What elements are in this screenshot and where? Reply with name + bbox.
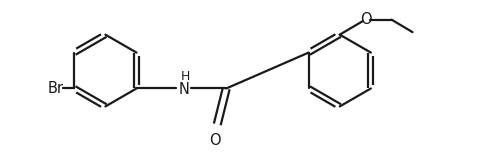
Text: N: N bbox=[178, 82, 190, 97]
Text: O: O bbox=[209, 133, 220, 148]
Text: H: H bbox=[181, 70, 190, 83]
Text: Br: Br bbox=[48, 81, 64, 96]
Text: O: O bbox=[360, 12, 372, 27]
